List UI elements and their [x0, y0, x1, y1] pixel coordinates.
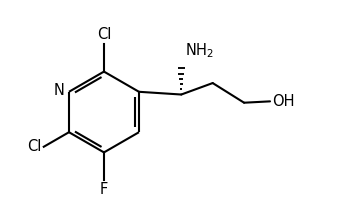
Text: Cl: Cl: [27, 139, 42, 154]
Text: NH$_2$: NH$_2$: [185, 42, 214, 60]
Text: Cl: Cl: [97, 27, 111, 42]
Text: F: F: [100, 182, 108, 197]
Text: N: N: [54, 83, 65, 98]
Text: OH: OH: [272, 94, 295, 109]
